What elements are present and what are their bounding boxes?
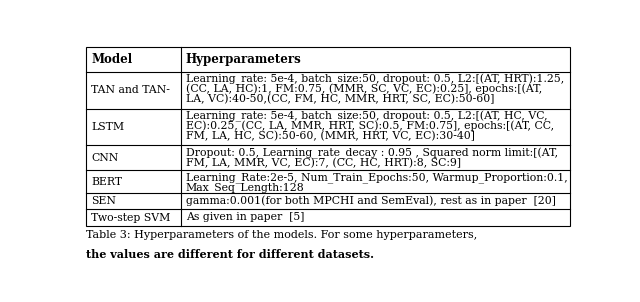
Text: Learning_rate: 5e-4, batch_size:50, dropout: 0.5, L2:[(AT, HC, VC,: Learning_rate: 5e-4, batch_size:50, drop… xyxy=(186,111,547,122)
Text: SEN: SEN xyxy=(92,196,116,206)
Text: (CC, LA, HC):1, FM:0.75, (MMR, SC, VC, EC):0.25], epochs:[(AT,: (CC, LA, HC):1, FM:0.75, (MMR, SC, VC, E… xyxy=(186,84,542,95)
Bar xyxy=(86,47,570,226)
Text: BERT: BERT xyxy=(92,177,122,187)
Text: Model: Model xyxy=(92,53,132,66)
Text: LA, VC):40-50,(CC, FM, HC, MMR, HRT, SC, EC):50-60]: LA, VC):40-50,(CC, FM, HC, MMR, HRT, SC,… xyxy=(186,94,494,104)
Text: FM, LA, HC, SC):50-60, (MMR, HRT, VC, EC):30-40]: FM, LA, HC, SC):50-60, (MMR, HRT, VC, EC… xyxy=(186,130,474,141)
Text: Max_Seq_Length:128: Max_Seq_Length:128 xyxy=(186,182,305,193)
Text: LSTM: LSTM xyxy=(92,122,125,132)
Text: Learning_Rate:2e-5, Num_Train_Epochs:50, Warmup_Proportion:0.1,: Learning_Rate:2e-5, Num_Train_Epochs:50,… xyxy=(186,173,568,183)
Text: gamma:0.001(for both MPCHI and SemEval), rest as in paper  [20]: gamma:0.001(for both MPCHI and SemEval),… xyxy=(186,195,556,206)
Text: Hyperparameters: Hyperparameters xyxy=(186,53,301,66)
Text: EC):0.25, (CC, LA, MMR, HRT, SC):0.5, FM:0.75], epochs:[(AT, CC,: EC):0.25, (CC, LA, MMR, HRT, SC):0.5, FM… xyxy=(186,121,554,131)
Text: the values are different for different datasets.: the values are different for different d… xyxy=(86,249,374,260)
Text: Table 3: Hyperparameters of the models. For some hyperparameters,: Table 3: Hyperparameters of the models. … xyxy=(86,230,477,240)
Text: TAN and TAN-: TAN and TAN- xyxy=(92,85,170,95)
Text: As given in paper  [5]: As given in paper [5] xyxy=(186,212,304,222)
Text: CNN: CNN xyxy=(92,153,118,163)
Text: Learning_rate: 5e-4, batch_size:50, dropout: 0.5, L2:[(AT, HRT):1.25,: Learning_rate: 5e-4, batch_size:50, drop… xyxy=(186,74,564,85)
Text: Dropout: 0.5, Learning_rate_decay : 0.95 , Squared norm limit:[(AT,: Dropout: 0.5, Learning_rate_decay : 0.95… xyxy=(186,148,557,159)
Text: FM, LA, MMR, VC, EC):7, (CC, HC, HRT):8, SC:9]: FM, LA, MMR, VC, EC):7, (CC, HC, HRT):8,… xyxy=(186,157,461,168)
Text: Two-step SVM: Two-step SVM xyxy=(92,213,171,223)
